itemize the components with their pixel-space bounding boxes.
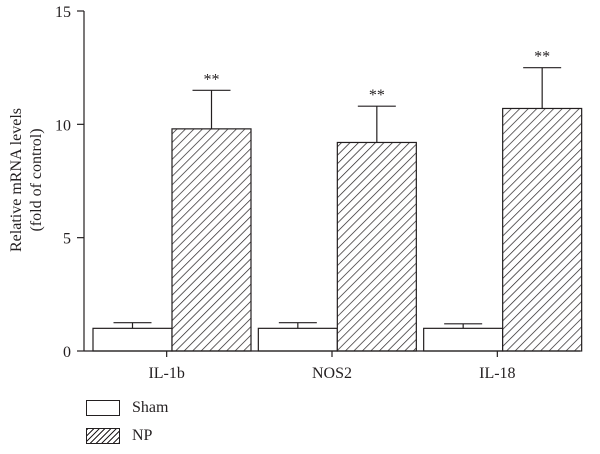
x-tick-label-il-1b: IL-1b <box>148 365 184 382</box>
x-tick-label-il-18: IL-18 <box>479 365 515 382</box>
legend: Sham NP <box>86 398 226 454</box>
significance-label-nos2: ** <box>369 87 385 104</box>
significance-label-il-18: ** <box>534 49 550 66</box>
bar-np-il-1b <box>171 128 252 352</box>
bar-sham-il-1b <box>92 327 173 352</box>
legend-swatch-np <box>86 428 120 444</box>
bar-sham-il-18 <box>423 327 504 352</box>
bar-np-il-18 <box>502 107 583 352</box>
bars-layer: ** ** ** <box>92 49 583 352</box>
y-tick-label-5: 5 <box>63 231 71 248</box>
legend-item-sham: Sham <box>86 398 226 420</box>
significance-label-il-1b: ** <box>204 71 220 88</box>
x-tick-label-nos2: NOS2 <box>312 365 352 382</box>
y-tick-label-0: 0 <box>63 344 71 361</box>
y-axis-label-line-2: (fold of control) <box>28 128 45 231</box>
y-tick-label-10: 10 <box>55 117 71 134</box>
axes-layer: IL-1b NOS2 IL-18 0 5 10 15 <box>55 4 580 382</box>
y-tick-label-15: 15 <box>55 4 71 21</box>
y-axis-label-line-1: Relative mRNA levels <box>8 108 25 252</box>
y-axis-label: Relative mRNA levels (fold of control) <box>8 108 45 252</box>
legend-label-np: NP <box>132 427 153 444</box>
bar-sham-nos2 <box>257 327 338 352</box>
legend-swatch-sham <box>86 400 120 416</box>
legend-label-sham: Sham <box>132 399 169 416</box>
legend-item-np: NP <box>86 426 226 448</box>
bar-np-nos2 <box>336 141 417 352</box>
